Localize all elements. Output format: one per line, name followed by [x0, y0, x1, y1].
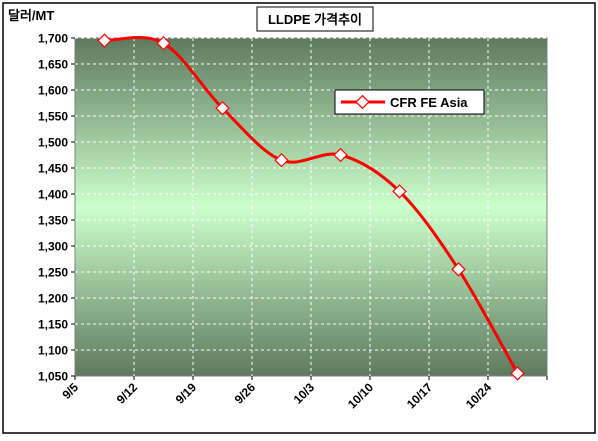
legend: CFR FE Asia — [334, 89, 485, 115]
data-point — [510, 366, 525, 381]
y-tick-label: 1,400 — [38, 188, 68, 202]
data-point — [333, 147, 348, 163]
y-tick-label: 1,550 — [38, 110, 68, 124]
y-tick-label: 1,600 — [38, 84, 68, 98]
data-point — [215, 100, 230, 116]
grid-lines — [75, 37, 547, 376]
y-tick-label: 1,450 — [38, 162, 68, 176]
y-tick-label: 1,100 — [38, 344, 68, 358]
legend-label: CFR FE Asia — [390, 95, 468, 110]
chart-title: LLDPE 가격추이 — [268, 12, 362, 27]
y-tick-label: 1,500 — [38, 136, 68, 150]
data-point — [97, 33, 112, 48]
data-point — [274, 152, 289, 168]
y-tick-label: 1,150 — [38, 318, 68, 332]
legend-marker — [355, 94, 370, 110]
y-tick-label: 1,300 — [38, 240, 68, 254]
y-tick-label: 1,200 — [38, 292, 68, 306]
series-group — [97, 33, 525, 381]
y-tick-label: 1,250 — [38, 266, 68, 280]
data-point — [392, 184, 407, 199]
y-axis-label: 달러/MT — [8, 8, 54, 23]
y-axis-ticks: 1,050 1,100 1,150 1,200 1,250 1,300 1,350 1,400… — [38, 32, 75, 384]
y-tick-label: 1,650 — [38, 58, 68, 72]
y-tick-label: 1,350 — [38, 214, 68, 228]
y-tick-label: 1,050 — [38, 370, 68, 384]
data-point — [156, 35, 171, 51]
y-tick-label: 1,700 — [38, 32, 68, 46]
chart-title-box: LLDPE 가격추이 — [256, 6, 374, 32]
data-point — [451, 262, 466, 277]
